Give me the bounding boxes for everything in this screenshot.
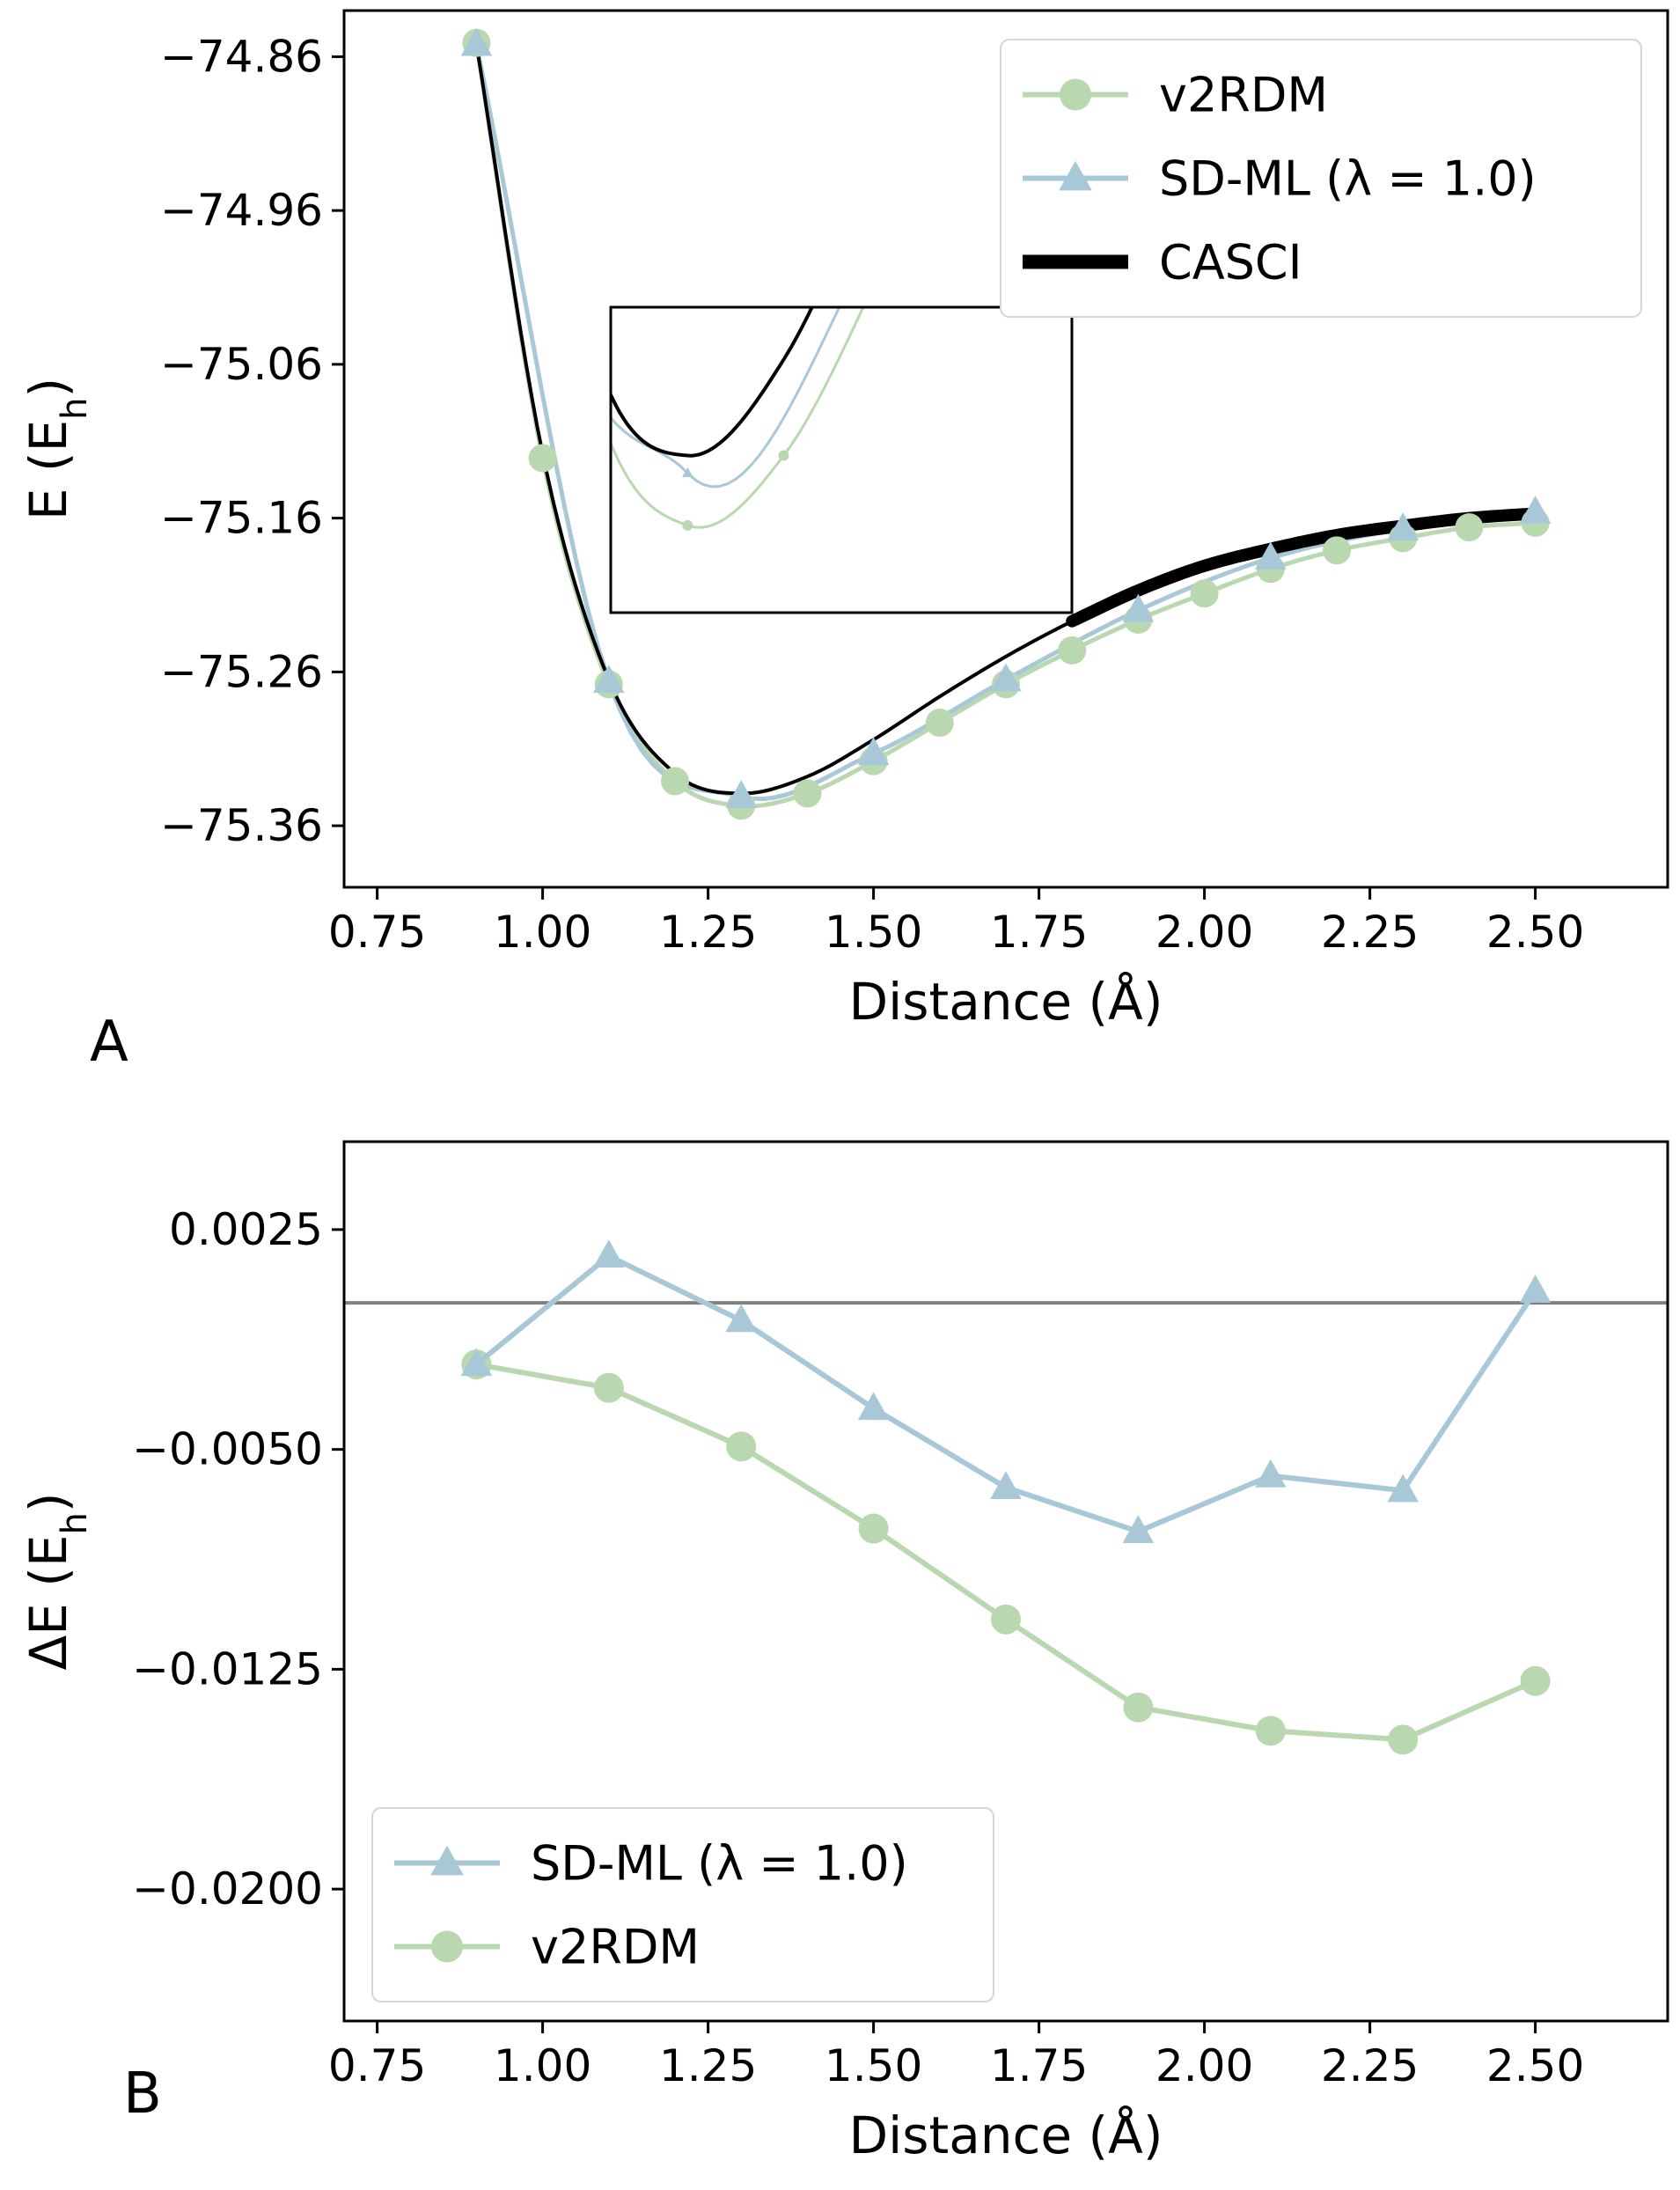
- panel-a-point-triangle: [990, 663, 1022, 692]
- panel-b-letter: B: [123, 2061, 162, 2127]
- panel-b-point-circle: [991, 1604, 1021, 1635]
- panel-a-point-circle: [793, 779, 822, 808]
- panel-b-y-axis-label: ΔE (Eh): [18, 1492, 95, 1670]
- inset-point-circle: [586, 380, 597, 391]
- panel-a-x-tick-label: 1.25: [659, 907, 757, 958]
- panel-a-x-tick-label: 1.50: [825, 907, 922, 958]
- panel-a-x-tick-label: 1.75: [990, 907, 1088, 958]
- panel-b-x-tick-label: 1.00: [494, 2040, 591, 2091]
- panel-b-point-circle: [1520, 1665, 1551, 1696]
- panel-a-legend-marker: [1059, 160, 1092, 191]
- panel-a-y-tick-label: −74.86: [160, 31, 323, 82]
- panel-a-point-circle: [925, 709, 954, 738]
- panel-a-frame: [342, 9, 1669, 889]
- panel-a-point-triangle: [460, 27, 493, 56]
- panel-a-point-circle: [528, 444, 557, 473]
- panel-a-x-tick-label: 1.00: [494, 907, 591, 958]
- inset-point-triangle: [874, 223, 885, 232]
- inset-point-circle: [682, 519, 693, 531]
- panel-b-x-tick-label: 0.75: [328, 2040, 426, 2091]
- panel-a-y-tick-label: −75.06: [160, 339, 323, 390]
- panel-b-series-circle: [475, 1362, 1537, 1743]
- panel-b-point-circle: [1388, 1724, 1419, 1755]
- panel-b-frame: [342, 1140, 1669, 2023]
- inset-plot-area: [586, 48, 981, 531]
- panel-a-x-tick-label: 0.75: [328, 907, 426, 958]
- panel-a-y-axis-label: E (Eh): [18, 378, 95, 520]
- panel-b-point-circle: [1255, 1716, 1286, 1746]
- panel-b-chart: 0.75 1.00 1.25 1.50 1.75 2.00 2.25 2.50 0.0025 −0…: [18, 1140, 1669, 2165]
- panel-b-x-tick-label: 1.50: [825, 2040, 922, 2091]
- panel-b-point-triangle: [1387, 1473, 1419, 1503]
- panel-b-legend-marker: [430, 1845, 464, 1876]
- panel-b-legend: [371, 1807, 994, 2003]
- panel-a-x-axis-label: Distance (Å): [849, 971, 1163, 1032]
- panel-a-legend-label: CASCI: [1159, 235, 1302, 290]
- panel-b-point-triangle: [460, 1348, 493, 1377]
- inset-background: [611, 307, 1072, 613]
- panel-b-x-tick-label: 2.00: [1155, 2040, 1253, 2091]
- panel-a-x-tick-label: 2.00: [1155, 907, 1253, 958]
- panel-a-legend-label: SD-ML (λ = 1.0): [1159, 151, 1537, 207]
- panel-b-point-triangle: [1122, 1515, 1155, 1543]
- panel-a-point-triangle: [1387, 512, 1419, 540]
- panel-a-point-circle: [1455, 513, 1484, 542]
- panel-b-x-axis-label: Distance (Å): [849, 2105, 1163, 2165]
- panel-a-point-triangle: [1255, 541, 1287, 570]
- panel-a-point-circle: [1190, 579, 1219, 608]
- panel-a-point-triangle: [857, 737, 890, 766]
- inset-point-circle: [971, 48, 981, 59]
- panel-b-y-tick-label: 0.0025: [169, 1204, 323, 1255]
- panel-b-x-tick-label: 1.25: [659, 2040, 757, 2091]
- panel-a-y-tick-label: −75.26: [160, 646, 323, 697]
- panel-b-legend-marker: [431, 1930, 463, 1963]
- panel-b-x-tick-label: 2.25: [1321, 2040, 1419, 2091]
- panel-a-plot-area: [460, 27, 1552, 820]
- panel-b-x-tick-label: 2.50: [1486, 2040, 1584, 2091]
- panel-a-legend-label: v2RDM: [1159, 68, 1328, 123]
- panel-a-point-triangle: [1122, 593, 1155, 622]
- panel-a-point-triangle: [1519, 495, 1552, 524]
- panel-b-legend-label: v2RDM: [531, 1920, 700, 1975]
- panel-b-point-circle: [726, 1431, 757, 1462]
- panel-a-point-triangle: [593, 665, 625, 693]
- inset-frame: [609, 305, 1074, 614]
- panel-a-chart: 0.75 1.00 1.25 1.50 1.75 2.00 2.25 2.50 −74.86 −7…: [18, 9, 1669, 1032]
- panel-a-legend: [1000, 39, 1642, 318]
- panel-a-point-circle: [1058, 636, 1087, 665]
- panel-a-point-circle: [1323, 536, 1351, 565]
- panel-b-x-tick-label: 1.75: [990, 2040, 1088, 2091]
- inset-point-circle: [875, 267, 885, 277]
- panel-a-point-triangle: [725, 780, 757, 808]
- panel-b-point-circle: [858, 1513, 889, 1544]
- panel-b-point-triangle: [725, 1304, 757, 1333]
- panel-a-point-circle: [661, 767, 689, 796]
- panel-a-letter: A: [90, 1010, 128, 1075]
- panel-b-point-triangle: [593, 1239, 625, 1268]
- panel-a-y-tick-label: −74.96: [160, 185, 323, 236]
- panel-a-y-tick-label: −75.36: [160, 800, 323, 851]
- panel-b-point-circle: [593, 1372, 624, 1403]
- panel-a-x-tick-label: 2.50: [1486, 907, 1584, 958]
- panel-b-legend-label: SD-ML (λ = 1.0): [531, 1836, 908, 1892]
- panel-a-legend-marker: [1060, 78, 1091, 111]
- panel-b-y-tick-label: −0.0200: [132, 1863, 323, 1914]
- panel-a-y-tick-label: −75.16: [160, 493, 323, 544]
- panel-b-y-tick-label: −0.0050: [132, 1424, 323, 1475]
- panel-a-x-tick-label: 2.25: [1321, 907, 1419, 958]
- panel-b-point-triangle: [1255, 1459, 1287, 1488]
- panel-b-point-circle: [1123, 1692, 1154, 1723]
- inset-point-circle: [778, 450, 789, 461]
- inset-point-triangle: [682, 467, 693, 477]
- panel-b-y-tick-label: −0.0125: [132, 1643, 323, 1694]
- panel-b-point-triangle: [1519, 1275, 1552, 1303]
- panel-b-point-triangle: [857, 1392, 890, 1421]
- panel-b-point-triangle: [990, 1471, 1022, 1500]
